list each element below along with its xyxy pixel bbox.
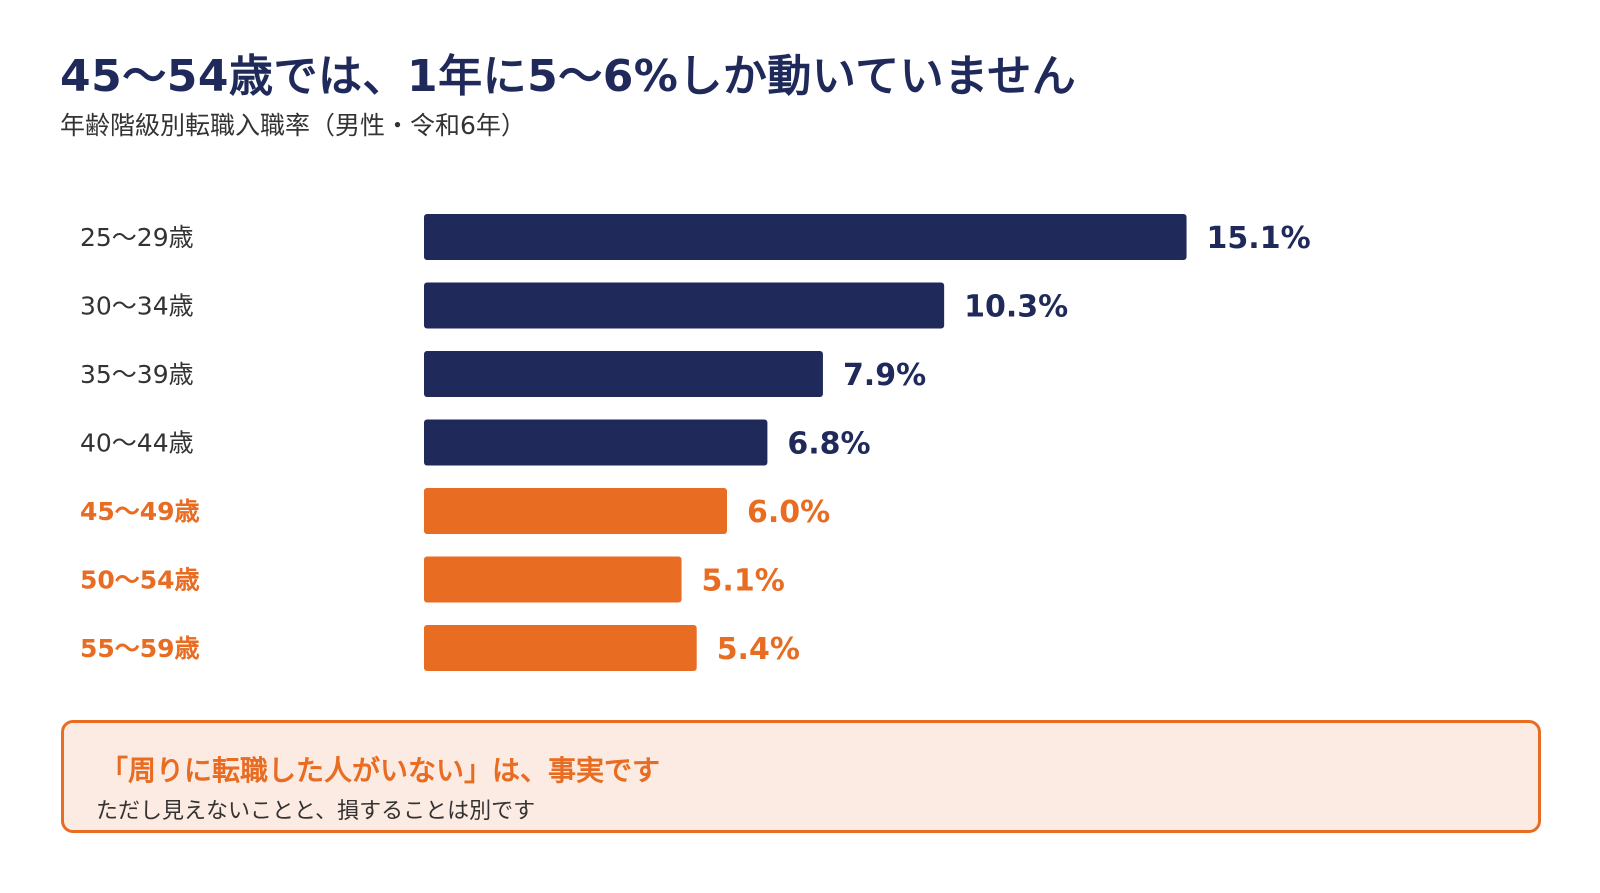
category-label: 50〜54歳 [80,566,200,595]
chart-subtitle: 年齢階級別転職入職率（男性・令和6年） [60,111,526,140]
value-label: 6.0% [747,495,830,530]
value-label: 10.3% [964,290,1068,325]
value-label: 5.4% [717,632,800,667]
value-label: 7.9% [843,358,926,393]
bar [424,351,823,397]
category-label: 25〜29歳 [80,223,194,252]
category-label: 40〜44歳 [80,429,194,458]
page-title: 45〜54歳では、1年に5〜6%しか動いていません [60,51,1077,102]
callout-subtext: ただし見えないことと、損することは別です [96,799,536,824]
bar [424,419,768,466]
bar [424,214,1187,260]
bar [424,625,697,671]
bar-chart: 25〜29歳 15.1% 30〜34歳 10.3% 35〜39歳 7.9% 40〜44歳 6.… [80,214,1311,671]
value-label: 15.1% [1207,221,1311,256]
category-label: 55〜59歳 [80,634,200,663]
callout-box: 「周りに転職した人がいない」は、事実です ただし見えないことと、損することは別で… [61,720,1541,833]
value-label: 6.8% [787,427,870,462]
bar [424,488,727,534]
category-label: 45〜49歳 [80,497,200,526]
category-label: 30〜34歳 [80,292,194,321]
value-label: 5.1% [702,564,785,599]
bar [424,556,682,603]
callout-headline: 「周りに転職した人がいない」は、事実です [100,754,661,787]
category-label: 35〜39歳 [80,360,194,389]
bar [424,282,945,329]
